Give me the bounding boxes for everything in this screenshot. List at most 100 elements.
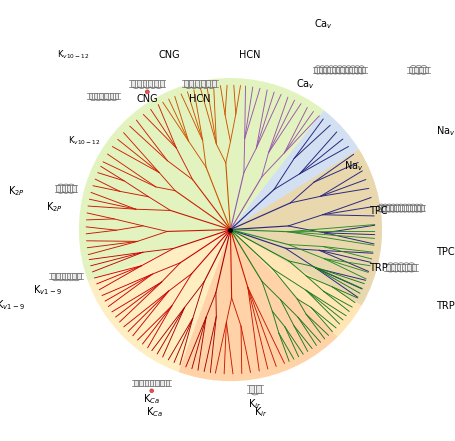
Text: TRP: TRP bbox=[369, 263, 387, 273]
Bar bbox=[105, 93, 108, 99]
Bar bbox=[212, 80, 216, 87]
Bar bbox=[397, 264, 400, 271]
Text: K$_{ir}$: K$_{ir}$ bbox=[254, 405, 268, 419]
Bar bbox=[402, 264, 405, 271]
Text: K$_{Ca}$: K$_{Ca}$ bbox=[143, 392, 160, 406]
Wedge shape bbox=[230, 149, 382, 337]
Bar bbox=[382, 205, 384, 211]
Bar bbox=[56, 185, 60, 192]
Bar bbox=[398, 205, 400, 211]
Bar bbox=[417, 205, 420, 211]
Bar bbox=[349, 67, 352, 73]
Bar bbox=[150, 380, 153, 386]
Bar bbox=[131, 80, 135, 87]
Bar bbox=[195, 80, 199, 87]
Text: K$_{Ca}$: K$_{Ca}$ bbox=[146, 405, 163, 419]
Bar bbox=[421, 205, 424, 211]
Wedge shape bbox=[230, 110, 382, 305]
Bar bbox=[139, 380, 143, 386]
Text: CNG: CNG bbox=[136, 94, 158, 104]
Bar bbox=[207, 80, 210, 87]
Text: K$_{ir}$: K$_{ir}$ bbox=[248, 398, 262, 411]
Bar bbox=[425, 67, 428, 73]
Bar bbox=[99, 93, 103, 99]
Bar bbox=[390, 205, 393, 211]
Bar bbox=[314, 67, 317, 73]
Bar bbox=[394, 205, 396, 211]
Bar bbox=[61, 185, 65, 192]
Bar bbox=[406, 205, 408, 211]
Bar bbox=[72, 273, 76, 280]
Bar bbox=[61, 273, 65, 280]
Bar bbox=[256, 385, 261, 393]
Bar bbox=[407, 264, 411, 271]
Bar bbox=[386, 205, 389, 211]
Bar bbox=[327, 67, 330, 73]
Bar bbox=[67, 273, 71, 280]
Bar bbox=[72, 185, 76, 192]
Bar bbox=[154, 80, 158, 87]
Wedge shape bbox=[79, 78, 324, 281]
Bar bbox=[160, 80, 163, 87]
Bar bbox=[77, 273, 81, 280]
Bar bbox=[148, 80, 152, 87]
Bar bbox=[414, 205, 416, 211]
Bar bbox=[410, 205, 412, 211]
Text: K$_{2P}$: K$_{2P}$ bbox=[8, 185, 25, 198]
Bar bbox=[412, 264, 416, 271]
Bar bbox=[336, 67, 339, 73]
Wedge shape bbox=[179, 230, 338, 381]
Bar bbox=[362, 67, 365, 73]
Bar bbox=[318, 67, 322, 73]
Text: TPC: TPC bbox=[435, 247, 454, 258]
Bar bbox=[402, 205, 404, 211]
Bar bbox=[358, 67, 361, 73]
Bar bbox=[345, 67, 348, 73]
Bar bbox=[391, 264, 395, 271]
Bar bbox=[386, 264, 389, 271]
Bar bbox=[378, 205, 381, 211]
Text: HCN: HCN bbox=[239, 50, 260, 60]
Bar bbox=[420, 67, 423, 73]
Bar bbox=[354, 67, 357, 73]
Bar bbox=[56, 273, 60, 280]
Bar bbox=[142, 80, 147, 87]
Text: HCN: HCN bbox=[189, 94, 211, 104]
Text: K$_{v10-12}$: K$_{v10-12}$ bbox=[68, 135, 101, 147]
Circle shape bbox=[145, 90, 149, 94]
Bar bbox=[249, 385, 253, 393]
Text: TRP: TRP bbox=[435, 301, 455, 310]
Bar bbox=[134, 380, 138, 386]
Bar bbox=[51, 273, 55, 280]
Bar bbox=[67, 185, 71, 192]
Bar bbox=[184, 80, 187, 87]
Text: CNG: CNG bbox=[159, 50, 181, 60]
Bar bbox=[94, 93, 97, 99]
Text: Na$_v$: Na$_v$ bbox=[344, 159, 364, 172]
Bar bbox=[166, 380, 169, 386]
Text: K$_{v1-9}$: K$_{v1-9}$ bbox=[34, 283, 62, 297]
Bar bbox=[155, 380, 159, 386]
Text: Ca$_v$: Ca$_v$ bbox=[296, 78, 315, 91]
Text: TPC: TPC bbox=[369, 206, 387, 216]
Bar bbox=[414, 67, 418, 73]
Bar bbox=[137, 80, 141, 87]
Bar bbox=[89, 93, 92, 99]
Bar bbox=[340, 67, 344, 73]
Text: K$_{2P}$: K$_{2P}$ bbox=[46, 200, 62, 214]
Text: K$_{v10-12}$: K$_{v10-12}$ bbox=[57, 49, 90, 61]
Bar bbox=[145, 380, 148, 386]
Bar bbox=[161, 380, 164, 386]
Text: Na$_v$: Na$_v$ bbox=[435, 124, 455, 138]
Bar bbox=[332, 67, 335, 73]
Bar bbox=[201, 80, 205, 87]
Bar bbox=[409, 67, 412, 73]
Bar bbox=[115, 93, 118, 99]
Bar bbox=[110, 93, 113, 99]
Bar bbox=[189, 80, 193, 87]
Wedge shape bbox=[88, 230, 230, 372]
Circle shape bbox=[150, 389, 153, 392]
Text: Ca$_v$: Ca$_v$ bbox=[314, 18, 333, 31]
Text: K$_{v1-9}$: K$_{v1-9}$ bbox=[0, 299, 25, 313]
Bar bbox=[323, 67, 326, 73]
